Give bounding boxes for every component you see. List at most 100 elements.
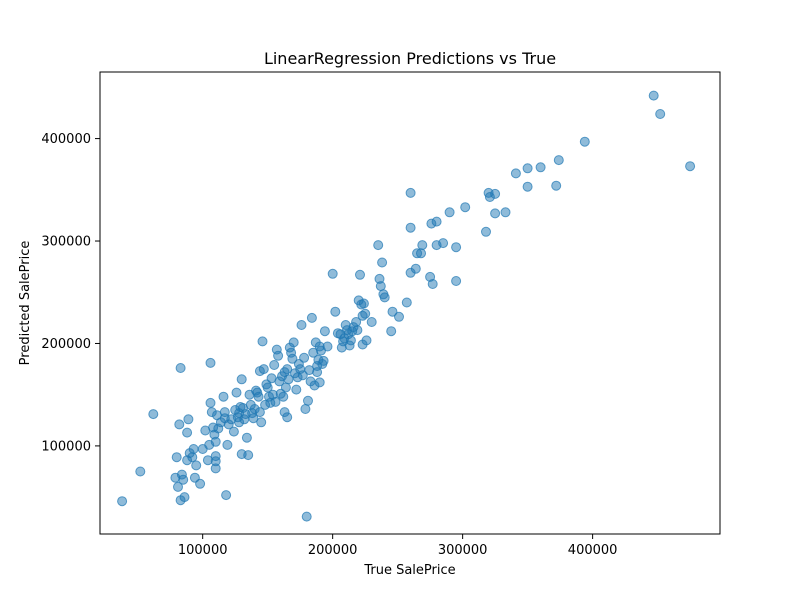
data-point — [299, 352, 310, 363]
data-point — [296, 320, 307, 330]
data-point — [306, 312, 317, 323]
data-point — [312, 367, 323, 378]
y-tick-label: 200000 — [41, 337, 91, 352]
data-point — [386, 326, 397, 337]
data-point — [222, 439, 233, 450]
data-point — [417, 240, 428, 251]
y-tick-label: 400000 — [41, 132, 91, 147]
data-point — [579, 136, 590, 147]
data-point — [236, 374, 247, 385]
plot-area-frame — [99, 71, 721, 535]
data-point — [183, 414, 194, 425]
data-point — [231, 387, 242, 398]
data-point — [379, 292, 390, 303]
x-tick-label: 200000 — [308, 543, 358, 558]
data-point — [322, 341, 333, 352]
data-point — [314, 377, 325, 388]
x-tick-label: 400000 — [568, 543, 618, 558]
data-point — [345, 335, 356, 346]
data-point — [451, 242, 462, 253]
data-point — [522, 181, 533, 192]
data-point — [394, 311, 404, 322]
data-point — [510, 168, 521, 179]
data-point — [405, 222, 416, 233]
data-point — [327, 268, 338, 279]
data-point — [366, 317, 377, 327]
data-point — [241, 432, 252, 443]
data-point — [535, 162, 546, 173]
y-axis: 100000 200000 300000 400000 — [41, 132, 100, 454]
data-point — [270, 396, 281, 407]
data-point — [410, 263, 421, 274]
data-point — [210, 436, 221, 447]
data-point — [460, 202, 471, 213]
data-point — [174, 419, 185, 430]
data-point — [205, 397, 216, 408]
data-point — [258, 364, 269, 375]
data-point — [444, 207, 455, 218]
data-point — [500, 207, 511, 218]
data-point — [490, 188, 501, 199]
data-point — [451, 276, 462, 286]
data-point — [416, 248, 426, 259]
data-point — [228, 426, 239, 437]
data-point — [319, 326, 330, 337]
data-point — [288, 337, 299, 348]
data-point — [280, 382, 291, 393]
x-tick-label: 100000 — [178, 543, 228, 558]
data-point — [431, 216, 442, 227]
data-point — [297, 370, 308, 381]
data-point — [301, 511, 312, 522]
data-point — [254, 407, 265, 418]
data-point — [187, 452, 198, 463]
x-tick-label: 300000 — [438, 543, 488, 558]
data-point — [287, 353, 298, 364]
data-point — [375, 281, 386, 292]
data-point — [303, 395, 313, 406]
y-tick-label: 300000 — [41, 235, 91, 250]
data-point — [377, 257, 388, 268]
y-axis-label: Predicted SalePrice — [18, 241, 33, 366]
points-layer — [117, 90, 696, 522]
data-point — [221, 490, 232, 501]
data-point — [373, 240, 384, 251]
data-point — [522, 163, 533, 174]
data-point — [256, 417, 267, 428]
data-point — [352, 325, 363, 336]
data-point — [117, 496, 128, 507]
data-point — [648, 90, 659, 101]
data-point — [401, 297, 412, 308]
data-point — [481, 226, 491, 237]
data-point — [210, 463, 221, 474]
data-point — [257, 336, 268, 347]
data-point — [175, 363, 186, 373]
data-point — [387, 306, 398, 317]
data-point — [191, 460, 202, 471]
y-tick-label: 100000 — [41, 439, 91, 454]
data-point — [358, 298, 369, 309]
data-point — [438, 238, 449, 249]
x-axis: 100000 200000 300000 400000 — [178, 534, 618, 558]
chart-title: LinearRegression Predictions vs True — [264, 49, 556, 68]
data-point — [273, 350, 284, 361]
data-point — [361, 335, 372, 346]
data-point — [173, 481, 183, 492]
data-point — [179, 492, 190, 503]
data-point — [330, 306, 341, 317]
data-point — [300, 404, 311, 414]
data-point — [278, 391, 289, 402]
data-point — [282, 412, 293, 423]
data-point — [269, 360, 280, 370]
data-point — [685, 161, 696, 172]
data-point — [318, 355, 329, 366]
data-point — [171, 452, 182, 463]
data-point — [182, 427, 193, 438]
data-point — [243, 450, 254, 461]
data-point — [218, 391, 229, 402]
data-point — [553, 155, 564, 166]
data-point — [355, 269, 365, 280]
data-point — [291, 384, 302, 395]
data-point — [195, 478, 206, 489]
